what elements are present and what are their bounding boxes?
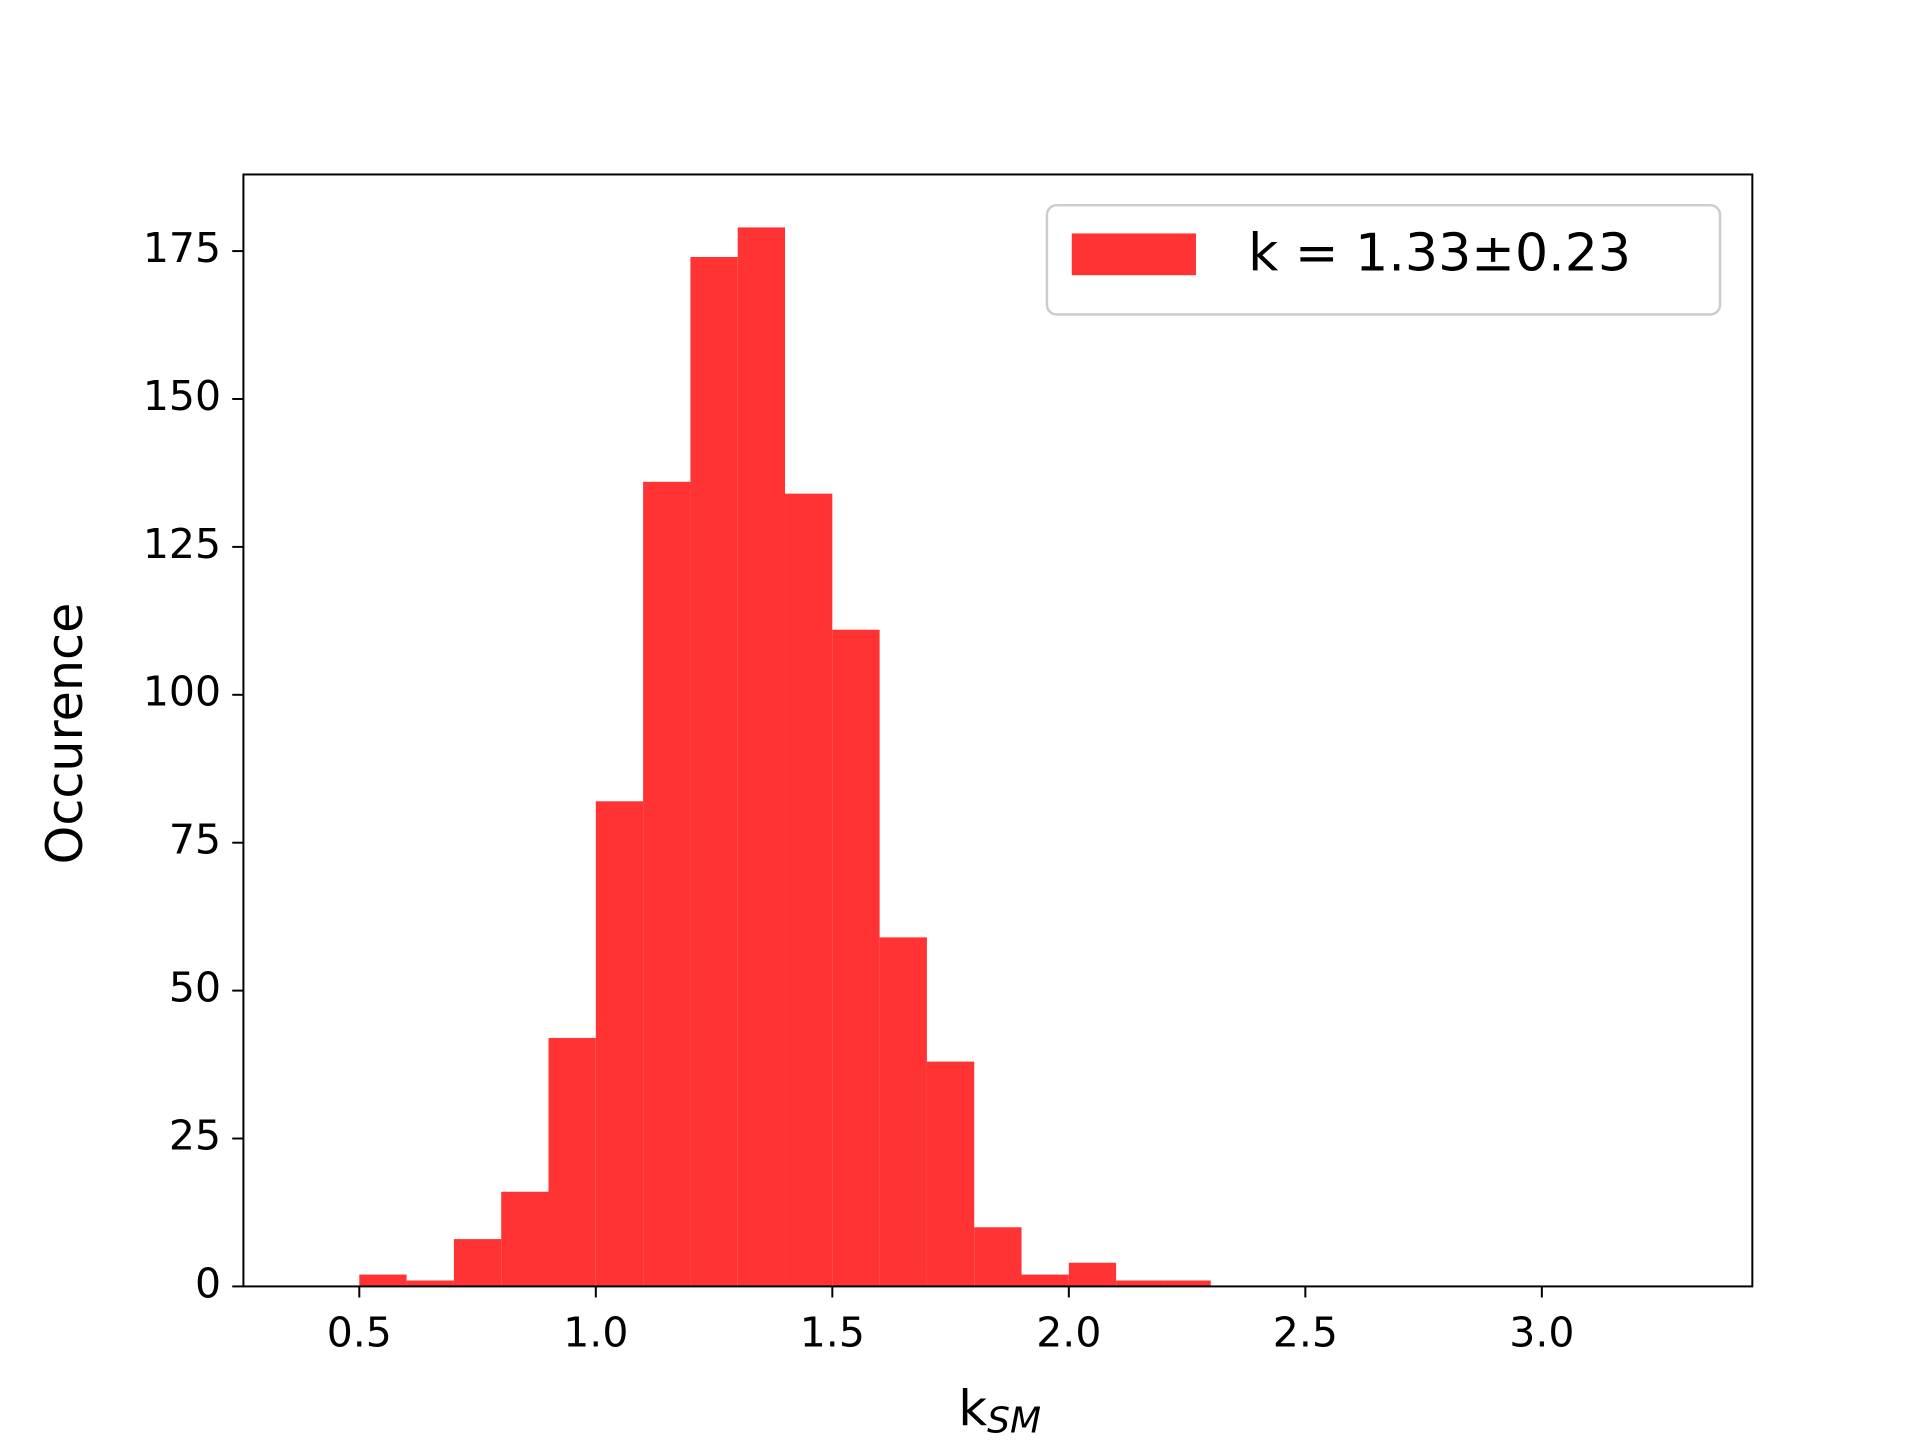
- bar: [1068, 1262, 1117, 1287]
- y-tick-label: 125: [143, 520, 221, 568]
- bar: [1116, 1280, 1164, 1287]
- x-tick-label: 2.0: [1036, 1309, 1101, 1357]
- legend-swatch: [1071, 233, 1196, 276]
- y-tick-label: 100: [143, 668, 221, 716]
- x-tick-label: 0.5: [327, 1309, 392, 1357]
- legend-label: k = 1.33±0.23: [1248, 224, 1631, 284]
- bar: [453, 1239, 502, 1287]
- legend: k = 1.33±0.23: [1045, 203, 1722, 316]
- bar: [501, 1191, 549, 1287]
- x-axis-label-subscript: SM: [987, 1401, 1041, 1440]
- bar: [690, 257, 738, 1287]
- bar: [406, 1280, 454, 1287]
- y-tick-label: 175: [143, 224, 221, 272]
- bar: [926, 1061, 975, 1287]
- bar: [643, 481, 691, 1287]
- x-axis-label-base: k: [958, 1380, 987, 1438]
- y-tick-label: 75: [169, 816, 221, 864]
- legend-box: [1045, 203, 1722, 316]
- bar: [879, 937, 927, 1287]
- bar: [1163, 1280, 1211, 1287]
- y-tick-label: 25: [169, 1112, 221, 1160]
- bar: [785, 493, 833, 1287]
- y-axis-label: Occurence: [36, 603, 94, 865]
- bar: [1021, 1274, 1069, 1287]
- x-tick-label: 3.0: [1509, 1309, 1574, 1357]
- x-tick-label: 2.5: [1273, 1309, 1338, 1357]
- x-tick-label: 1.0: [563, 1309, 628, 1357]
- bar: [832, 629, 880, 1287]
- x-tick-label: 1.5: [800, 1309, 865, 1357]
- bar: [595, 801, 644, 1287]
- bar: [359, 1274, 407, 1287]
- plot-frame: [242, 173, 1754, 1288]
- y-tick-label: 0: [195, 1260, 221, 1308]
- bar: [737, 227, 786, 1287]
- bar: [548, 1037, 596, 1287]
- y-tick-label: 50: [169, 964, 221, 1012]
- x-axis-label: kSM: [958, 1380, 1041, 1440]
- y-tick-label: 150: [143, 372, 221, 420]
- bar: [974, 1227, 1022, 1287]
